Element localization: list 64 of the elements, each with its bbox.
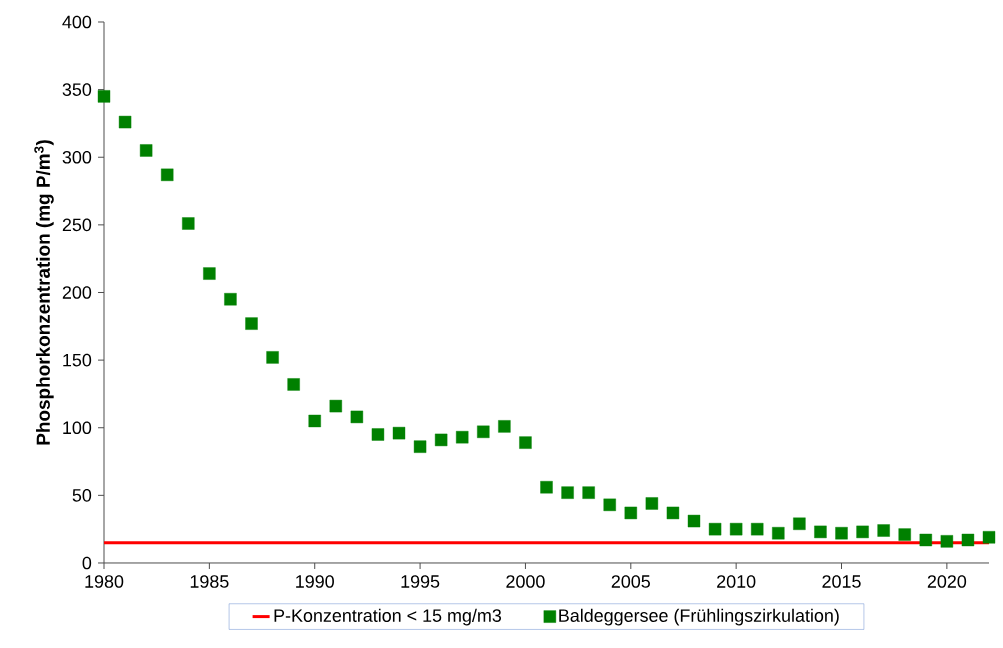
y-tick-label: 50 bbox=[72, 489, 92, 502]
point bbox=[97, 90, 111, 103]
point bbox=[961, 533, 975, 547]
point bbox=[561, 486, 574, 499]
point bbox=[877, 524, 890, 537]
point bbox=[729, 522, 743, 536]
point bbox=[413, 440, 427, 453]
legend-label: P-Konzentration < 15 mg/m3 bbox=[274, 608, 502, 626]
point bbox=[118, 115, 132, 129]
point bbox=[835, 527, 848, 540]
point bbox=[350, 410, 364, 424]
point bbox=[498, 420, 511, 433]
y-tick-label: 200 bbox=[62, 286, 92, 299]
point bbox=[456, 431, 469, 444]
point bbox=[751, 522, 764, 536]
point bbox=[203, 267, 216, 280]
point bbox=[603, 498, 616, 512]
point bbox=[392, 426, 406, 440]
point bbox=[308, 414, 321, 428]
point bbox=[624, 506, 637, 520]
x-tick-label: 2020 bbox=[927, 575, 967, 588]
point bbox=[940, 535, 954, 548]
point bbox=[245, 317, 258, 330]
point bbox=[224, 293, 237, 306]
point bbox=[266, 351, 279, 364]
y-tick-label: 250 bbox=[62, 218, 92, 232]
point bbox=[582, 486, 595, 499]
point bbox=[540, 481, 553, 494]
point bbox=[898, 528, 911, 541]
x-tick-label: 1985 bbox=[190, 575, 229, 588]
legend-label: Baldeggersee (Frühlingszirkulation) bbox=[559, 608, 839, 626]
point bbox=[708, 522, 722, 536]
point bbox=[666, 506, 680, 520]
point bbox=[919, 533, 932, 547]
x-tick-label: 2010 bbox=[717, 575, 756, 588]
x-tick-label: 1980 bbox=[85, 575, 124, 588]
x-tick-label: 1995 bbox=[401, 575, 440, 588]
y-tick-label: 400 bbox=[62, 15, 92, 29]
point bbox=[982, 531, 996, 544]
point bbox=[329, 399, 342, 413]
point bbox=[371, 428, 385, 441]
point bbox=[645, 497, 659, 510]
point bbox=[182, 217, 195, 230]
y-tick-label: 150 bbox=[63, 353, 92, 367]
point bbox=[139, 144, 153, 157]
point bbox=[814, 525, 827, 539]
point bbox=[287, 378, 300, 391]
y-tick-label: 100 bbox=[63, 421, 92, 435]
y-tick-label: 350 bbox=[62, 83, 92, 96]
point bbox=[434, 433, 448, 447]
y-tick-label: 0 bbox=[82, 556, 92, 570]
x-tick-label: 2015 bbox=[822, 575, 861, 588]
point bbox=[687, 514, 701, 528]
point bbox=[793, 517, 806, 530]
x-tick-label: 1990 bbox=[296, 575, 334, 588]
point bbox=[856, 525, 869, 539]
point bbox=[772, 527, 785, 540]
x-tick-label: 2005 bbox=[611, 575, 650, 588]
y-axis-title: Phosphorkonzentration (mg P/m$^{3}$) bbox=[34, 140, 54, 445]
y-tick-label: 300 bbox=[62, 150, 92, 164]
point bbox=[519, 436, 532, 449]
x-tick-label: 2000 bbox=[506, 575, 545, 588]
point bbox=[161, 168, 174, 182]
point bbox=[477, 425, 490, 438]
